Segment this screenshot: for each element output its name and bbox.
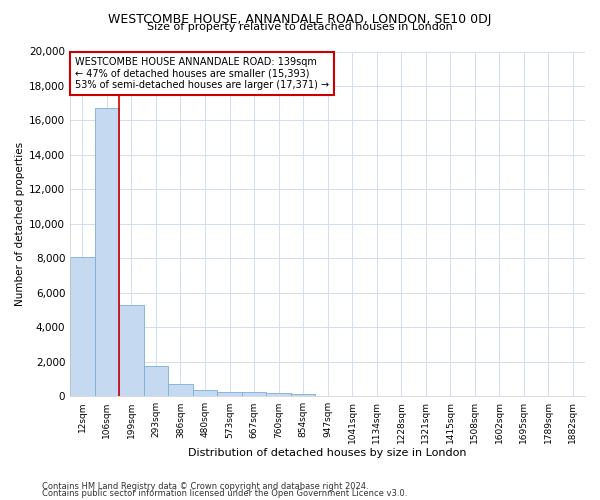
Text: Contains public sector information licensed under the Open Government Licence v3: Contains public sector information licen… [42,489,407,498]
X-axis label: Distribution of detached houses by size in London: Distribution of detached houses by size … [188,448,467,458]
Bar [119,305,144,396]
Bar [193,390,217,396]
Bar [168,384,193,396]
Y-axis label: Number of detached properties: Number of detached properties [15,142,25,306]
Text: Contains HM Land Registry data © Crown copyright and database right 2024.: Contains HM Land Registry data © Crown c… [42,482,368,491]
Text: WESTCOMBE HOUSE ANNANDALE ROAD: 139sqm
← 47% of detached houses are smaller (15,: WESTCOMBE HOUSE ANNANDALE ROAD: 139sqm ←… [76,56,329,90]
Bar [95,108,119,397]
Text: WESTCOMBE HOUSE, ANNANDALE ROAD, LONDON, SE10 0DJ: WESTCOMBE HOUSE, ANNANDALE ROAD, LONDON,… [109,12,491,26]
Bar [70,256,95,396]
Bar [242,392,266,396]
Bar [217,392,242,396]
Bar [291,394,316,396]
Text: Size of property relative to detached houses in London: Size of property relative to detached ho… [147,22,453,32]
Bar [266,393,291,396]
Bar [144,366,168,396]
